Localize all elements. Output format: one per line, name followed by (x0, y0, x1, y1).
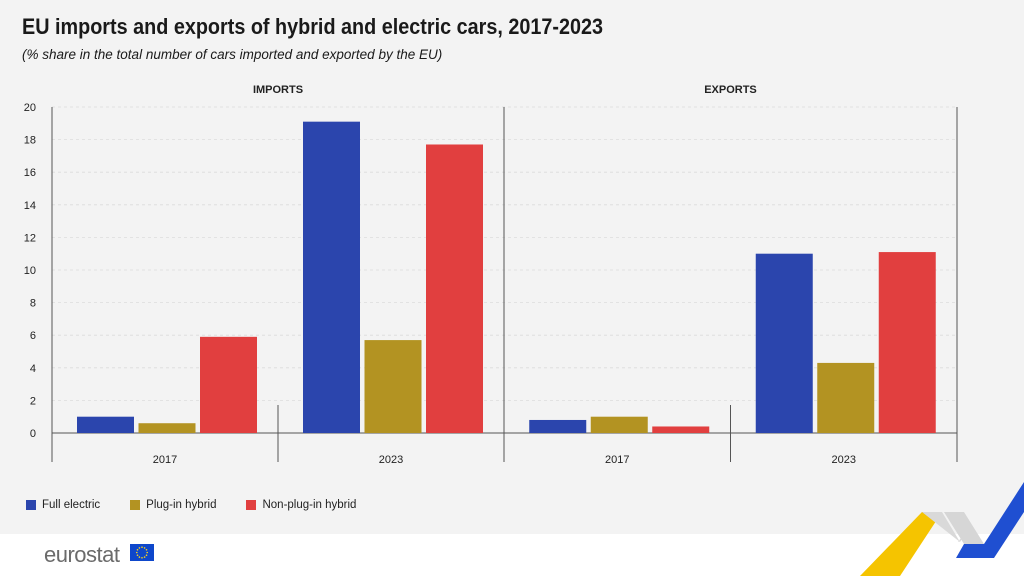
footer: eurostat (0, 534, 1024, 576)
bar (77, 416, 134, 433)
bar (878, 252, 936, 433)
bar (200, 336, 257, 433)
x-tick-label: 2023 (379, 454, 403, 466)
bar (138, 423, 196, 433)
bar (426, 144, 483, 434)
bar (529, 419, 587, 433)
y-tick-label: 2 (30, 395, 36, 407)
bar (590, 416, 648, 433)
bar (817, 362, 875, 433)
y-tick-label: 16 (24, 167, 36, 179)
legend-label-full-electric: Full electric (42, 499, 101, 511)
y-tick-label: 6 (30, 330, 36, 342)
chart-title: EU imports and exports of hybrid and ele… (22, 14, 604, 39)
panel-title: EXPORTS (704, 84, 757, 96)
legend-label-plug-in-hybrid: Plug-in hybrid (146, 499, 217, 511)
corner-decoration (860, 482, 1024, 576)
x-tick-label: 2017 (153, 454, 177, 466)
legend: Full electric Plug-in hybrid Non-plug-in… (26, 499, 386, 511)
y-tick-label: 12 (24, 232, 36, 244)
bar (652, 426, 710, 433)
y-tick-label: 4 (30, 363, 36, 375)
bar (303, 121, 360, 434)
legend-label-non-plug-in-hybrid: Non-plug-in hybrid (262, 499, 357, 511)
eurostat-logo: eurostat (44, 542, 120, 567)
bar (755, 253, 813, 433)
y-tick-label: 10 (24, 265, 36, 277)
panel-title: IMPORTS (253, 84, 303, 96)
legend-item-non-plug-in-hybrid: Non-plug-in hybrid (246, 499, 356, 511)
eu-flag-icon (130, 544, 154, 561)
y-tick-label: 20 (24, 102, 36, 114)
legend-item-plug-in-hybrid: Plug-in hybrid (130, 499, 216, 511)
y-tick-label: 0 (30, 428, 36, 440)
bar (364, 340, 422, 433)
y-tick-label: 18 (24, 135, 36, 147)
legend-swatch-non-plug-in-hybrid (246, 500, 257, 510)
legend-item-full-electric: Full electric (26, 499, 100, 511)
y-tick-label: 14 (24, 200, 36, 212)
legend-swatch-plug-in-hybrid (130, 500, 141, 510)
x-tick-label: 2023 (832, 454, 856, 466)
y-tick-label: 8 (30, 298, 36, 310)
chart: 0 2 4 6 8 10 12 14 16 18 20 IMPORTS 2017 2023 EXPORTS 2… (24, 84, 958, 466)
legend-swatch-full-electric (26, 500, 36, 510)
chart-subtitle: (% share in the total number of cars imp… (22, 47, 443, 62)
x-tick-label: 2017 (605, 454, 629, 466)
